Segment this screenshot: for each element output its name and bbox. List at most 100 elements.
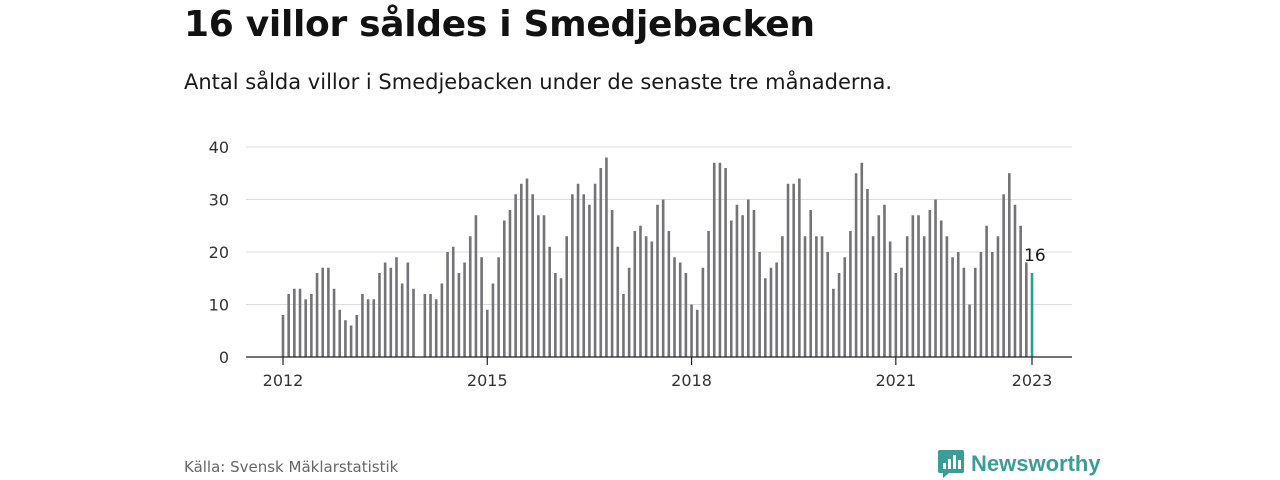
bar xyxy=(678,262,682,357)
bar xyxy=(849,231,852,357)
bar xyxy=(973,267,977,357)
bar xyxy=(361,294,364,357)
bar xyxy=(400,283,404,357)
bar xyxy=(956,252,960,357)
bar xyxy=(468,236,472,357)
bar xyxy=(327,267,330,357)
bar xyxy=(837,273,841,357)
bar xyxy=(627,267,631,357)
bar xyxy=(576,183,580,357)
bar xyxy=(758,252,761,357)
brand-name: Newsworthy xyxy=(971,451,1101,476)
bar xyxy=(395,257,398,357)
bar xyxy=(820,236,824,357)
bar xyxy=(707,231,710,357)
chart-subtitle: Antal sålda villor i Smedjebacken under … xyxy=(184,70,893,94)
bar xyxy=(928,210,932,357)
bar xyxy=(412,288,415,357)
bar xyxy=(451,246,455,357)
y-axis-ticks: 0 10 20 30 40 xyxy=(209,138,229,367)
y-tick-label: 30 xyxy=(209,191,229,210)
bar xyxy=(1013,204,1017,357)
bar xyxy=(934,199,937,357)
bar xyxy=(446,252,449,357)
bar xyxy=(559,278,563,357)
bar xyxy=(593,183,597,357)
bar xyxy=(423,294,427,357)
bar xyxy=(548,246,551,357)
bar xyxy=(520,183,523,357)
bar xyxy=(378,273,381,357)
chart-title: 16 villor såldes i Smedjebacken xyxy=(184,4,815,45)
bar xyxy=(741,215,744,357)
bar xyxy=(775,262,778,357)
bar xyxy=(366,299,370,357)
bar xyxy=(695,309,699,357)
bar xyxy=(661,199,665,357)
bar xyxy=(985,225,988,357)
bar xyxy=(792,183,795,357)
bar xyxy=(769,267,773,357)
bar xyxy=(888,241,892,357)
data-label-last: 16 xyxy=(1024,246,1046,266)
bar xyxy=(673,257,676,357)
bar xyxy=(650,241,654,357)
data-labels: 16 xyxy=(1024,246,1046,266)
bar xyxy=(667,231,671,357)
bar xyxy=(1008,173,1011,357)
bars xyxy=(281,157,1034,357)
bar xyxy=(429,294,432,357)
bar xyxy=(724,168,727,357)
bar xyxy=(746,199,750,357)
bar xyxy=(911,215,915,357)
bar xyxy=(712,162,716,357)
bar xyxy=(690,304,693,357)
bar xyxy=(537,215,540,357)
bar xyxy=(474,215,478,357)
bar xyxy=(389,267,393,357)
bar xyxy=(321,267,325,357)
bar xyxy=(554,273,557,357)
bar xyxy=(917,215,920,357)
bar xyxy=(293,288,296,357)
bar xyxy=(503,220,506,357)
bar xyxy=(287,294,290,357)
bar xyxy=(542,215,546,357)
bar xyxy=(349,325,353,357)
bar xyxy=(383,262,387,357)
bar xyxy=(905,236,909,357)
bar-chart: 0 10 20 30 40 2012 2015 2018 2021 2023 16 xyxy=(209,138,1072,390)
bar xyxy=(832,288,835,357)
bar xyxy=(883,204,886,357)
source-note: Källa: Svensk Mäklarstatistik xyxy=(184,458,399,476)
newsworthy-logo-icon xyxy=(938,450,964,478)
bar xyxy=(900,267,903,357)
bar xyxy=(718,162,722,357)
bar xyxy=(616,246,620,357)
bar xyxy=(962,267,966,357)
bar xyxy=(781,236,784,357)
bar xyxy=(815,236,818,357)
bar xyxy=(803,236,807,357)
bar xyxy=(485,309,489,357)
x-tick-label: 2021 xyxy=(875,371,916,390)
bar xyxy=(826,252,830,357)
bar xyxy=(871,236,875,357)
bar xyxy=(1002,194,1005,357)
bar xyxy=(599,168,603,357)
x-axis-ticks: 2012 2015 2018 2021 2023 xyxy=(263,357,1053,390)
bar xyxy=(877,215,881,357)
bar xyxy=(310,294,313,357)
bar xyxy=(332,288,336,357)
bar xyxy=(939,220,943,357)
bar xyxy=(639,225,642,357)
bar xyxy=(1025,262,1028,357)
x-tick-label: 2023 xyxy=(1012,371,1053,390)
bar xyxy=(491,283,495,357)
bar xyxy=(298,288,302,357)
bar xyxy=(752,210,756,357)
bar xyxy=(990,252,994,357)
bar xyxy=(644,236,648,357)
bar xyxy=(525,178,529,357)
bar xyxy=(735,204,739,357)
